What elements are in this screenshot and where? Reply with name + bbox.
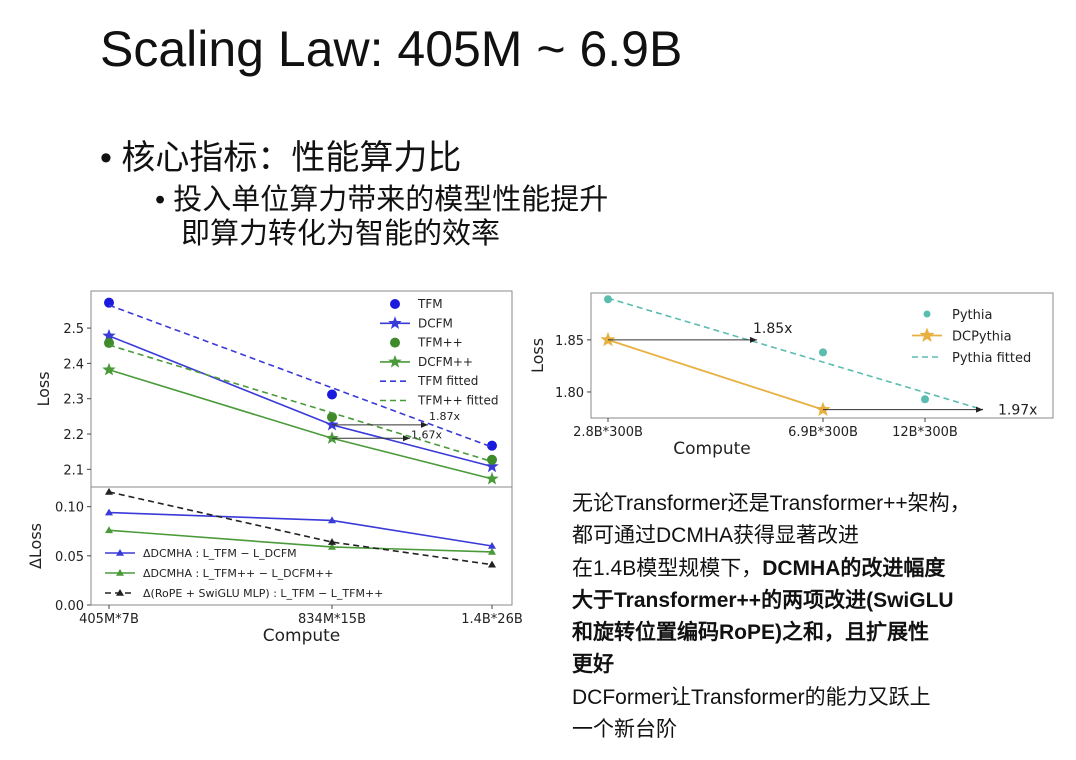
data-point	[105, 508, 113, 516]
data-point	[487, 440, 497, 451]
data-point	[328, 542, 336, 550]
y-tick-label: 0.10	[55, 501, 84, 516]
legend-label: DCFM	[418, 316, 453, 330]
series-line	[607, 297, 984, 411]
data-point	[604, 295, 612, 304]
x-tick-label: 12B*300B	[892, 425, 958, 440]
data-point	[105, 526, 113, 534]
legend-label: Pythia fitted	[952, 351, 1031, 366]
data-point	[919, 327, 935, 342]
data-point	[390, 299, 400, 309]
data-point	[388, 354, 402, 368]
legend-label: DCPythia	[952, 330, 1012, 345]
arrow-head	[421, 421, 428, 428]
data-point	[485, 471, 499, 485]
data-point	[390, 337, 400, 348]
arrow-head	[750, 336, 757, 343]
legend-label: DCFM++	[418, 355, 473, 369]
y-tick-label: 2.5	[63, 322, 84, 337]
paragraph-line: 都可通过DCMHA获得显著改进	[572, 524, 859, 548]
data-point	[923, 310, 931, 318]
data-point	[325, 417, 339, 431]
data-point	[327, 412, 337, 423]
summary-paragraph: 无论Transformer还是Transformer++架构， 都可通过DCMHA…	[572, 488, 971, 746]
y-tick-label: 1.85	[555, 334, 584, 349]
x-axis-label: Compute	[673, 439, 751, 459]
data-point	[105, 487, 113, 495]
data-point	[325, 431, 339, 444]
y-tick-label: 2.2	[63, 428, 84, 443]
paragraph-text: 在1.4B模型规模下，	[572, 556, 763, 580]
data-point	[102, 328, 116, 342]
paragraph-line: 和旋转位置编码RoPE)之和，且扩展性	[572, 621, 929, 645]
data-point	[116, 569, 124, 576]
y-tick-label: 0.05	[55, 550, 84, 565]
x-axis-label: Compute	[263, 626, 341, 646]
paragraph-line: 在1.4B模型规模下，DCMHA的改进幅度	[572, 553, 971, 585]
data-point	[485, 459, 499, 473]
legend-label: TFM	[417, 297, 443, 311]
paragraph-line: 更好	[572, 653, 614, 677]
data-point	[921, 395, 929, 404]
data-point	[327, 389, 337, 400]
series-line	[108, 511, 493, 547]
data-point	[104, 297, 114, 308]
data-point	[116, 549, 124, 556]
y-tick-label: 2.4	[63, 357, 84, 372]
data-point	[388, 316, 402, 329]
paragraph-line: DCFormer让Transformer的能力又跃上	[572, 685, 931, 709]
y-tick-label: 1.80	[555, 386, 584, 401]
legend-label: Δ(RoPE + SwiGLU MLP) : L_TFM − L_TFM++	[143, 587, 383, 600]
plot-frame	[90, 486, 513, 606]
series-line	[607, 339, 824, 411]
y-tick-label: 2.1	[63, 463, 84, 478]
slide-title: Scaling Law: 405M ~ 6.9B	[100, 21, 683, 77]
data-point	[328, 516, 336, 524]
bullet-main: • 核心指标：性能算力比	[100, 139, 462, 177]
paragraph-line: 无论Transformer还是Transformer++架构，	[572, 492, 971, 515]
paragraph-line: 一个新台阶	[572, 718, 677, 742]
bullet-sub: • 投入单位算力带来的模型性能提升 即算力转化为智能的效率	[155, 183, 608, 251]
data-point	[102, 362, 116, 376]
x-tick-label: 405M*7B	[79, 612, 139, 627]
legend-label: ΔDCMHA : L_TFM++ − L_DCFM++	[143, 567, 334, 580]
x-tick-label: 1.4B*26B	[461, 612, 523, 627]
y-tick-label: 0.00	[55, 599, 84, 614]
arrow-head	[976, 406, 983, 413]
data-point	[487, 454, 497, 465]
bullet-sub-line1: • 投入单位算力带来的模型性能提升	[155, 184, 609, 216]
data-point	[116, 589, 124, 596]
y-axis-label: Loss	[528, 338, 547, 373]
series-line	[108, 304, 493, 448]
arrow-label: 1.85x	[753, 321, 792, 337]
legend-label: ΔDCMHA : L_TFM − L_DCFM	[143, 547, 297, 560]
data-point	[488, 547, 496, 555]
legend-label: TFM++ fitted	[417, 394, 498, 408]
data-point	[488, 542, 496, 549]
arrow-label: 1.67x	[411, 428, 442, 441]
data-point	[328, 538, 336, 545]
data-point	[819, 348, 827, 357]
arrow-label: 1.87x	[429, 410, 460, 423]
x-tick-label: 2.8B*300B	[573, 425, 643, 440]
arrow-label: 1.97x	[998, 403, 1037, 419]
series-line	[108, 344, 493, 463]
arrow-head	[403, 435, 410, 442]
paragraph-line: 大于Transformer++的两项改进(SwiGLU	[572, 588, 954, 612]
data-point	[600, 331, 616, 347]
plot-frame	[590, 292, 1054, 419]
paragraph-text-bold: DCMHA的改进幅度	[762, 556, 946, 580]
x-tick-label: 834M*15B	[298, 612, 366, 627]
bullet-sub-line2: 即算力转化为智能的效率	[181, 218, 501, 250]
legend-label: TFM++	[417, 336, 463, 350]
y-axis-label: Loss	[34, 371, 53, 406]
y-tick-label: 2.3	[63, 393, 84, 408]
x-tick-label: 6.9B*300B	[788, 425, 858, 440]
legend-label: Pythia	[952, 308, 992, 323]
data-point	[815, 401, 831, 417]
y-axis-label: ΔLoss	[26, 523, 45, 569]
data-point	[488, 560, 496, 568]
legend-label: TFM fitted	[417, 374, 478, 388]
